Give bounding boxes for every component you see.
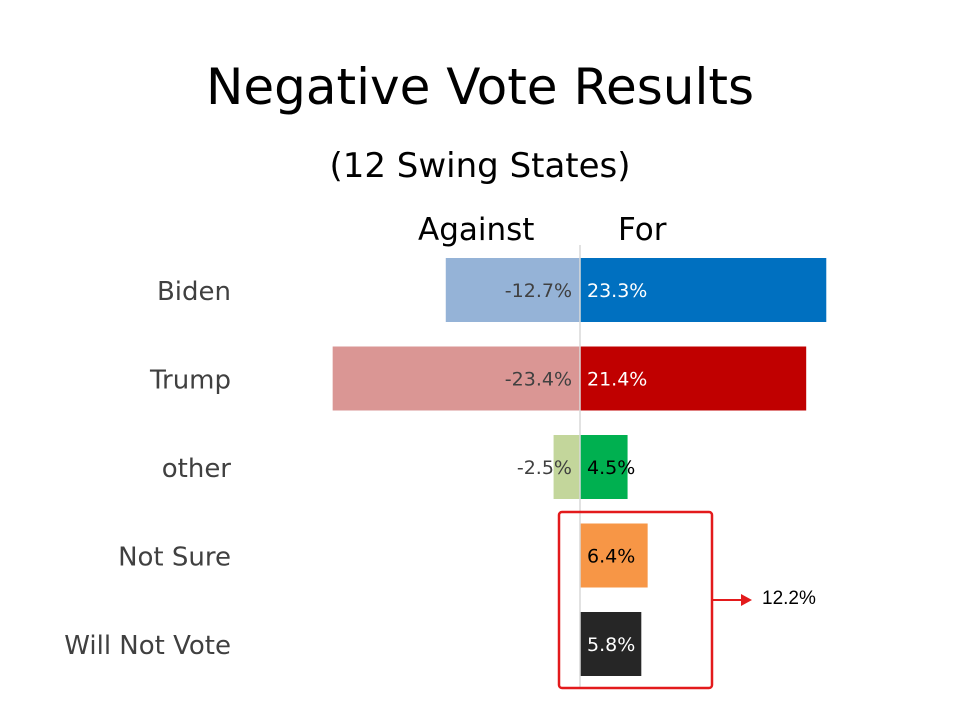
annotation-label: 12.2% (762, 588, 816, 609)
data-label-for-will-not-vote: 5.8% (587, 634, 635, 656)
category-label-trump: Trump (149, 366, 231, 396)
bar-for-trump (580, 346, 807, 411)
data-label-against-biden: -12.7% (505, 280, 572, 302)
category-label-not-sure: Not Sure (118, 543, 231, 573)
category-label-will-not-vote: Will Not Vote (64, 631, 231, 661)
bar-against-biden (445, 258, 580, 322)
category-label-biden: Biden (157, 277, 231, 307)
data-label-for-not-sure: 6.4% (587, 546, 635, 568)
data-label-for-trump: 21.4% (587, 369, 647, 391)
data-label-against-trump: -23.4% (505, 369, 572, 391)
bar-for-not-sure (580, 523, 648, 588)
data-label-against-other: -2.5% (517, 457, 572, 479)
bar-for-other (580, 435, 628, 499)
data-label-for-biden: 23.3% (587, 280, 647, 302)
chart-title: Negative Vote Results (206, 58, 754, 116)
header-for: For (618, 212, 667, 248)
bar-for-will-not-vote (580, 612, 642, 676)
data-label-for-other: 4.5% (587, 457, 635, 479)
bar-for-biden (580, 258, 827, 322)
bar-against-trump (332, 346, 580, 411)
bar-against-other (553, 435, 580, 499)
chart-subtitle: (12 Swing States) (329, 146, 631, 186)
annotation-arrow-head (741, 594, 752, 606)
header-against: Against (418, 212, 535, 248)
category-label-other: other (162, 454, 232, 484)
